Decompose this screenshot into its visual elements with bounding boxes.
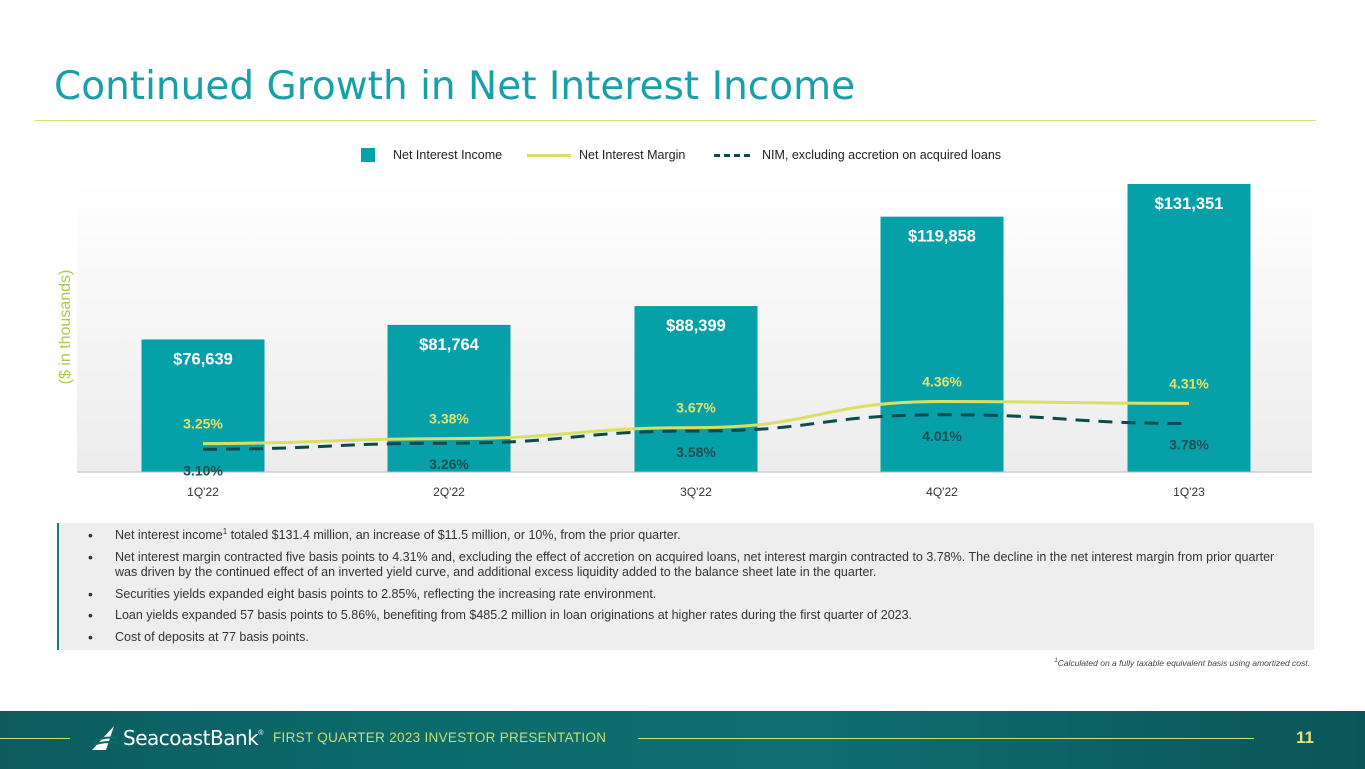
bullet-text-rest: totaled $131.4 million, an increase of $… (227, 528, 681, 542)
registered-mark: ® (258, 729, 264, 737)
nim-value-label: 4.36% (922, 374, 962, 390)
nim-excl-value-label: 3.58% (676, 444, 716, 460)
seacoast-bank-logo: SeacoastBank ® (90, 724, 263, 752)
y-axis-label: ($ in thousands) (57, 270, 74, 385)
bar-value-label: $81,764 (419, 336, 479, 354)
legend-label: Net Interest Margin (579, 148, 686, 162)
legend-label: Net Interest Income (393, 148, 503, 162)
legend-item-net-interest-income: Net Interest Income (361, 148, 502, 162)
footnote-marker: 1 (1054, 658, 1058, 665)
nim-excl-value-label: 3.10% (183, 462, 223, 478)
page-title: Continued Growth in Net Interest Income (54, 64, 856, 109)
net-interest-income-chart: ($ in thousands) $76,639 $81,764 $88,399 $1… (57, 182, 1312, 499)
footnote: 1Calculated on a fully taxable equivalen… (1054, 658, 1310, 668)
x-tick-label: 3Q'22 (680, 485, 712, 499)
bullet-text: Cost of deposits at 77 basis points. (115, 629, 309, 644)
bar-4Q22 (880, 216, 1004, 472)
page-number: 11 (1296, 728, 1314, 747)
legend-item-nim-excluding-accretion: NIM, excluding accretion on acquired loa… (714, 148, 1001, 162)
bar-2Q22 (387, 324, 511, 472)
nim-value-label: 3.38% (429, 411, 469, 427)
legend-line-swatch (527, 153, 571, 157)
bullet-item: Net interest income1 totaled $131.4 mill… (86, 526, 1296, 544)
bar-value-label: $88,399 (666, 317, 726, 335)
presentation-caption: FIRST QUARTER 2023 INVESTOR PRESENTATION (273, 730, 607, 745)
bar-3Q22 (634, 306, 758, 472)
bullet-item: Securities yields expanded eight basis p… (86, 587, 1296, 603)
nim-value-label: 3.25% (183, 416, 223, 432)
footer-rule-left (0, 738, 70, 739)
bar-value-label: $76,639 (173, 350, 233, 368)
legend-dashed-swatch (714, 153, 750, 157)
legend-label: NIM, excluding accretion on acquired loa… (762, 148, 1002, 162)
footer-bar: SeacoastBank ® FIRST QUARTER 2023 INVEST… (0, 711, 1365, 769)
x-tick-label: 1Q'22 (187, 485, 219, 499)
legend-item-net-interest-margin: Net Interest Margin (527, 148, 685, 162)
footnote-ref: 1 (222, 526, 228, 536)
bullet-text: Securities yields expanded eight basis p… (115, 586, 657, 601)
bullet-item: Loan yields expanded 57 basis points to … (86, 608, 1296, 624)
x-tick-label: 4Q'22 (926, 485, 958, 499)
sail-logo-icon (90, 726, 120, 750)
title-divider (35, 120, 1316, 121)
footnote-text: Calculated on a fully taxable equivalent… (1057, 658, 1310, 668)
bullet-text: Net interest margin contracted five basi… (115, 549, 1275, 580)
key-points-panel: Net interest income1 totaled $131.4 mill… (57, 523, 1314, 650)
bar-value-label: $119,858 (908, 228, 976, 246)
bar-value-label: $131,351 (1155, 195, 1224, 213)
footer-rule-right (638, 738, 1254, 739)
legend-bar-swatch (361, 148, 375, 162)
bullet-text: Loan yields expanded 57 basis points to … (115, 608, 913, 622)
bar-1Q23 (1127, 184, 1251, 472)
x-tick-label: 1Q'23 (1173, 485, 1205, 499)
x-tick-label: 2Q'22 (433, 485, 465, 499)
bullet-text: Net interest income (115, 528, 223, 542)
bar-1Q22 (141, 339, 265, 472)
nim-value-label: 3.67% (676, 400, 716, 416)
bullet-item: Net interest margin contracted five basi… (86, 550, 1296, 581)
bullet-list: Net interest income1 totaled $131.4 mill… (86, 526, 1296, 651)
nim-excl-value-label: 3.26% (429, 456, 469, 472)
logo-text: SeacoastBank (123, 726, 259, 750)
nim-excl-value-label: 3.78% (1169, 436, 1209, 452)
chart-legend: Net Interest Income Net Interest Margin … (0, 148, 1365, 166)
bullet-item: Cost of deposits at 77 basis points. (86, 630, 1296, 646)
nim-excl-value-label: 4.01% (922, 428, 962, 444)
nim-value-label: 4.31% (1169, 375, 1209, 391)
